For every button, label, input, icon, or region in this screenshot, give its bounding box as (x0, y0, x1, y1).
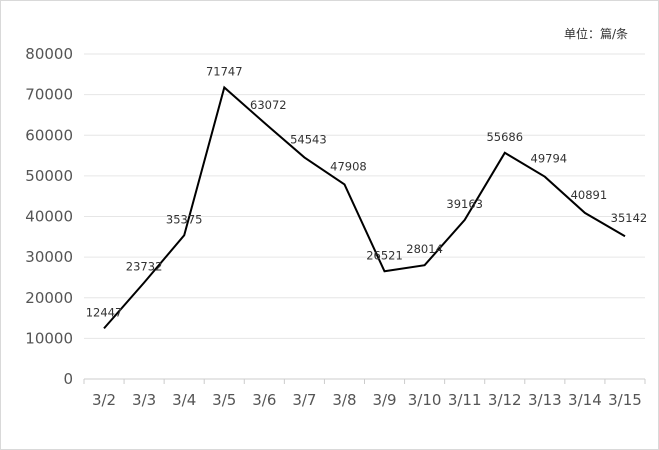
y-tick-label: 10000 (25, 329, 73, 347)
x-tick-label: 3/14 (568, 391, 602, 409)
x-tick-label: 3/5 (212, 391, 236, 409)
y-tick-label: 50000 (25, 167, 73, 185)
data-label: 28014 (406, 242, 443, 256)
y-tick-label: 20000 (25, 289, 73, 307)
x-tick-label: 3/4 (172, 391, 196, 409)
x-tick-label: 3/6 (252, 391, 276, 409)
data-label: 35142 (611, 211, 648, 225)
x-tick-label: 3/2 (92, 391, 116, 409)
unit-label: 单位：篇/条 (563, 27, 628, 41)
y-tick-label: 80000 (25, 45, 73, 63)
x-tick-label: 3/9 (372, 391, 396, 409)
y-tick-label: 70000 (25, 86, 73, 104)
data-label: 39163 (446, 197, 483, 211)
x-tick-label: 3/12 (488, 391, 522, 409)
data-label: 35375 (166, 212, 203, 226)
y-tick-label: 30000 (25, 248, 73, 266)
data-label: 47908 (330, 159, 367, 173)
data-label: 26521 (366, 248, 403, 262)
x-tick-label: 3/10 (408, 391, 442, 409)
x-tick-label: 3/13 (528, 391, 562, 409)
y-tick-label: 60000 (25, 126, 73, 144)
data-label: 63072 (250, 98, 287, 112)
data-label: 49794 (531, 152, 568, 166)
x-tick-label: 3/8 (332, 391, 356, 409)
x-tick-label: 3/3 (132, 391, 156, 409)
y-tick-label: 40000 (25, 208, 73, 226)
data-label: 40891 (571, 188, 608, 202)
x-tick-label: 3/7 (292, 391, 316, 409)
x-tick-label: 3/11 (448, 391, 482, 409)
data-label: 71747 (206, 65, 243, 79)
y-tick-label: 0 (63, 370, 73, 388)
x-tick-label: 3/15 (608, 391, 642, 409)
data-label: 54543 (290, 132, 327, 146)
data-label: 23732 (126, 260, 163, 274)
data-label: 12447 (86, 305, 123, 319)
series-line (103, 85, 626, 330)
data-label: 55686 (486, 130, 523, 144)
